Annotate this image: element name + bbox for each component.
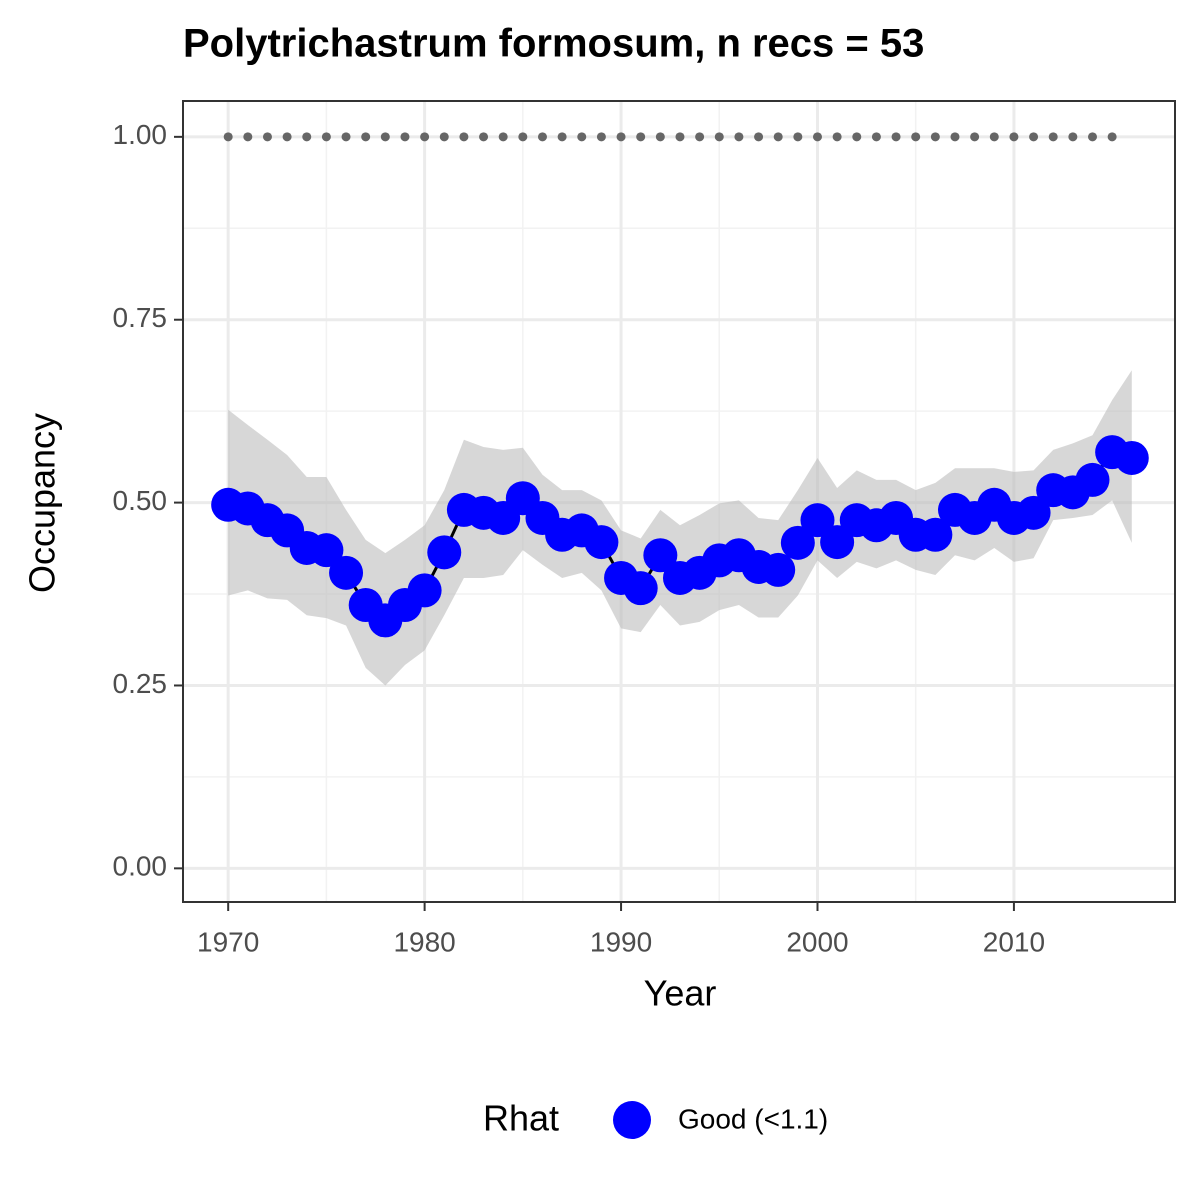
rhat-dot	[518, 132, 528, 142]
rhat-dot	[1009, 132, 1019, 142]
rhat-dot	[891, 132, 901, 142]
rhat-dot	[498, 132, 508, 142]
y-axis-label: Occupancy	[22, 413, 63, 593]
rhat-dot	[302, 132, 312, 142]
rhat-dot	[950, 132, 960, 142]
x-tick-label: 1990	[590, 926, 652, 957]
rhat-dot	[321, 132, 331, 142]
rhat-dot	[1048, 132, 1058, 142]
rhat-dot	[989, 132, 999, 142]
x-axis-label: Year	[644, 973, 717, 1014]
point	[584, 525, 619, 560]
rhat-dot	[871, 132, 881, 142]
rhat-dot	[400, 132, 410, 142]
rhat-dot	[479, 132, 489, 142]
rhat-dot	[577, 132, 587, 142]
rhat-dot	[459, 132, 469, 142]
legend-marker	[613, 1101, 651, 1139]
confidence-band	[228, 370, 1132, 686]
rhat-dot	[852, 132, 862, 142]
y-tick-label: 0.75	[113, 302, 168, 333]
x-tick-label: 1980	[393, 926, 455, 957]
point	[407, 573, 442, 608]
point	[309, 533, 344, 568]
point	[623, 571, 658, 606]
rhat-dot	[832, 132, 842, 142]
rhat-dot	[695, 132, 705, 142]
rhat-dot	[1087, 132, 1097, 142]
rhat-dot	[754, 132, 764, 142]
x-tick-label: 2000	[786, 926, 848, 957]
rhat-dot	[734, 132, 744, 142]
rhat-dot	[714, 132, 724, 142]
panel-border	[182, 100, 1176, 903]
point	[780, 525, 815, 560]
rhat-dot	[557, 132, 567, 142]
rhat-dot	[911, 132, 921, 142]
rhat-dot	[282, 132, 292, 142]
point	[918, 517, 953, 552]
rhat-dot	[262, 132, 272, 142]
rhat-dot	[223, 132, 233, 142]
x-tick-label: 1970	[197, 926, 259, 957]
point	[761, 552, 796, 587]
rhat-dot	[812, 132, 822, 142]
rhat-dot	[930, 132, 940, 142]
point	[643, 538, 678, 573]
point	[1114, 440, 1149, 475]
legend-title: Rhat	[483, 1098, 559, 1139]
point	[820, 525, 855, 560]
rhat-dot	[636, 132, 646, 142]
rhat-dot	[773, 132, 783, 142]
rhat-dot	[361, 132, 371, 142]
rhat-dot	[1107, 132, 1117, 142]
rhat-dot	[420, 132, 430, 142]
rhat-dot	[793, 132, 803, 142]
rhat-dot	[655, 132, 665, 142]
point	[329, 555, 364, 590]
rhat-dot	[970, 132, 980, 142]
chart-title: Polytrichastrum formosum, n recs = 53	[183, 22, 924, 66]
rhat-dot	[675, 132, 685, 142]
x-tick-label: 2010	[983, 926, 1045, 957]
rhat-dot	[616, 132, 626, 142]
y-tick-label: 1.00	[113, 119, 168, 150]
rhat-dot	[380, 132, 390, 142]
rhat-dot	[439, 132, 449, 142]
point	[800, 503, 835, 538]
y-tick-label: 0.50	[113, 485, 168, 516]
rhat-dot	[596, 132, 606, 142]
point	[427, 535, 462, 570]
rhat-dot	[1029, 132, 1039, 142]
rhat-dot	[341, 132, 351, 142]
point	[1075, 462, 1110, 497]
y-tick-label: 0.00	[113, 851, 168, 882]
point	[1016, 495, 1051, 530]
legend-label: Good (<1.1)	[678, 1103, 828, 1134]
rhat-dot	[1068, 132, 1078, 142]
rhat-dot	[537, 132, 547, 142]
y-tick-label: 0.25	[113, 668, 168, 699]
rhat-dot	[243, 132, 253, 142]
